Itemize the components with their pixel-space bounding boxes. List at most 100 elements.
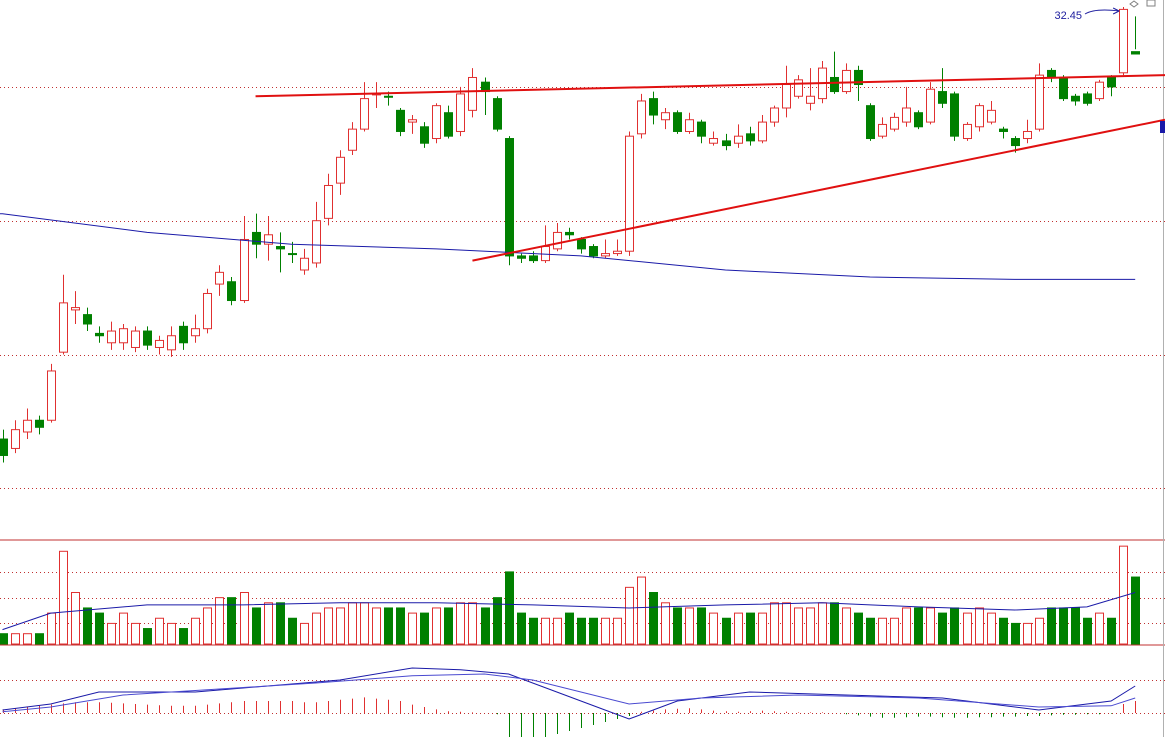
candle-body <box>131 330 140 348</box>
candle-body <box>179 325 188 344</box>
candle-body <box>601 253 610 257</box>
candle-body <box>830 76 839 93</box>
candle-body <box>288 253 297 256</box>
volume-bar <box>35 633 44 645</box>
annotation-layer: 32.45 <box>1054 0 1165 133</box>
candle-body <box>312 220 321 264</box>
volume-bar <box>758 612 767 645</box>
volume-bar <box>59 550 68 645</box>
candle-body <box>167 335 176 351</box>
candle-body <box>95 332 104 337</box>
volume-bar <box>938 612 947 645</box>
candle-body <box>47 370 56 421</box>
volume-bar <box>613 617 622 645</box>
candle-body <box>360 98 369 130</box>
volume-bar <box>782 602 791 645</box>
volume-bar <box>493 597 502 645</box>
candle-body <box>746 133 755 142</box>
volume-bar <box>770 602 779 645</box>
volume-bar <box>637 576 646 645</box>
volume-bar <box>987 612 996 645</box>
candle-body <box>999 128 1008 132</box>
candle-body <box>589 246 598 257</box>
volume-bar <box>203 607 212 645</box>
candle-body <box>758 121 767 142</box>
candle-body <box>336 156 345 184</box>
candle-body <box>1035 74 1044 130</box>
candle-body <box>468 76 477 111</box>
candle-body <box>661 112 670 121</box>
candle-body <box>1071 95 1080 102</box>
candle-body <box>975 105 984 128</box>
candle-body <box>1047 69 1056 78</box>
volume-bar <box>806 607 815 645</box>
volume-bar <box>1011 622 1020 645</box>
volume-bar <box>1023 622 1032 645</box>
price-edge-marker <box>1160 121 1165 133</box>
volume-bar <box>794 607 803 645</box>
candle-body <box>866 105 875 140</box>
volume-bar <box>963 612 972 645</box>
candle-body <box>914 112 923 128</box>
volume-bar <box>83 607 92 645</box>
volume-bar <box>950 607 959 645</box>
candle-body <box>300 257 309 271</box>
volume-bar <box>842 607 851 645</box>
volume-bar <box>408 612 417 645</box>
volume-bar <box>167 622 176 645</box>
candle-body <box>11 429 20 449</box>
candle-body <box>324 184 333 219</box>
candle-body <box>23 419 32 433</box>
trend-line <box>472 118 1165 262</box>
candle-body <box>890 116 899 130</box>
candle-body <box>1083 93 1092 104</box>
candle-body <box>842 69 851 93</box>
macd-dea-line <box>2 673 1136 713</box>
volume-bar <box>240 592 249 645</box>
candle-body <box>709 138 718 144</box>
candle-body <box>625 135 634 252</box>
volume-bar <box>999 617 1008 645</box>
volume-panel <box>0 545 1140 645</box>
candle-body <box>420 126 429 144</box>
candle-body <box>107 330 116 344</box>
candle-body <box>71 307 80 311</box>
volume-bar <box>625 586 634 645</box>
candle-body <box>83 314 92 325</box>
volume-bar <box>252 607 261 645</box>
candle-body <box>264 234 273 245</box>
volume-bar <box>878 617 887 645</box>
volume-bar <box>107 622 116 645</box>
volume-bar <box>155 617 164 645</box>
volume-bar <box>926 607 935 645</box>
candle-body <box>1107 76 1116 88</box>
candle-body <box>770 107 779 123</box>
high-marker-arrow <box>1084 9 1120 15</box>
volume-bar <box>866 617 875 645</box>
volume-bar <box>1095 612 1104 645</box>
volume-bar <box>1107 617 1116 645</box>
candle-body <box>987 109 996 123</box>
candle-body <box>529 255 538 262</box>
volume-bar <box>601 617 610 645</box>
candle-body <box>565 231 574 236</box>
candle-body <box>35 419 44 428</box>
volume-bar <box>746 612 755 645</box>
candle-body <box>408 119 417 123</box>
volume-bar <box>1071 607 1080 645</box>
candle-body <box>348 128 357 151</box>
candle-body <box>203 292 212 330</box>
volume-bar <box>553 617 562 645</box>
candle-body <box>613 250 622 255</box>
candle-body <box>252 231 261 245</box>
volume-bar <box>360 602 369 645</box>
volume-bar <box>47 612 56 645</box>
moving-average-line <box>0 213 1136 280</box>
volume-bar <box>1083 617 1092 645</box>
candle-body <box>119 328 128 344</box>
volume-bar <box>324 607 333 645</box>
candle-body <box>697 121 706 137</box>
volume-bar <box>143 628 152 645</box>
high-marker-arrowhead <box>1112 7 1120 15</box>
volume-bar <box>227 597 236 645</box>
